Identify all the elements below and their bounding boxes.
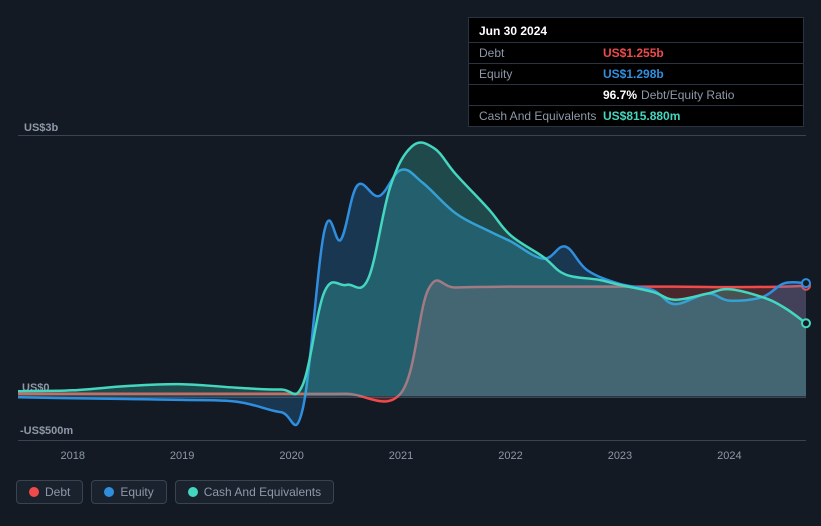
y-axis-label: US$3b: [24, 122, 58, 134]
tooltip-value: US$1.298b: [603, 67, 664, 81]
tooltip-value: US$815.880m: [603, 109, 680, 123]
tooltip-value: US$1.255b: [603, 46, 664, 60]
tooltip-row-cash: Cash And Equivalents US$815.880m: [469, 105, 803, 126]
tooltip-label: Debt: [479, 46, 603, 60]
series-end-marker: [802, 279, 810, 287]
tooltip-row-debt: Debt US$1.255b: [469, 42, 803, 63]
circle-icon: [188, 487, 198, 497]
tooltip-row-ratio: 96.7%Debt/Equity Ratio: [469, 84, 803, 105]
x-axis-label: 2021: [389, 450, 413, 462]
tooltip-label: Equity: [479, 67, 603, 81]
circle-icon: [104, 487, 114, 497]
tooltip-label: Cash And Equivalents: [479, 109, 603, 123]
x-axis-label: 2023: [608, 450, 632, 462]
circle-icon: [29, 487, 39, 497]
series-fill: [18, 142, 806, 396]
x-axis-label: 2019: [170, 450, 194, 462]
tooltip-label: [479, 88, 603, 102]
legend-item-cash[interactable]: Cash And Equivalents: [175, 480, 334, 504]
x-axis-label: 2022: [498, 450, 522, 462]
x-axis-label: 2018: [60, 450, 84, 462]
legend-item-equity[interactable]: Equity: [91, 480, 166, 504]
series-end-marker: [802, 319, 810, 327]
gridline: [18, 440, 806, 441]
legend-item-debt[interactable]: Debt: [16, 480, 83, 504]
chart-svg[interactable]: [18, 135, 806, 440]
x-axis-label: 2020: [279, 450, 303, 462]
x-axis-label: 2024: [717, 450, 741, 462]
legend-label: Equity: [120, 485, 153, 499]
tooltip-row-equity: Equity US$1.298b: [469, 63, 803, 84]
chart-area: US$3b US$0 -US$500m: [18, 120, 806, 440]
tooltip-value: 96.7%Debt/Equity Ratio: [603, 88, 734, 102]
legend: Debt Equity Cash And Equivalents: [16, 480, 334, 504]
tooltip-date: Jun 30 2024: [469, 18, 803, 42]
legend-label: Debt: [45, 485, 70, 499]
legend-label: Cash And Equivalents: [204, 485, 321, 499]
tooltip-panel: Jun 30 2024 Debt US$1.255b Equity US$1.2…: [468, 17, 804, 127]
